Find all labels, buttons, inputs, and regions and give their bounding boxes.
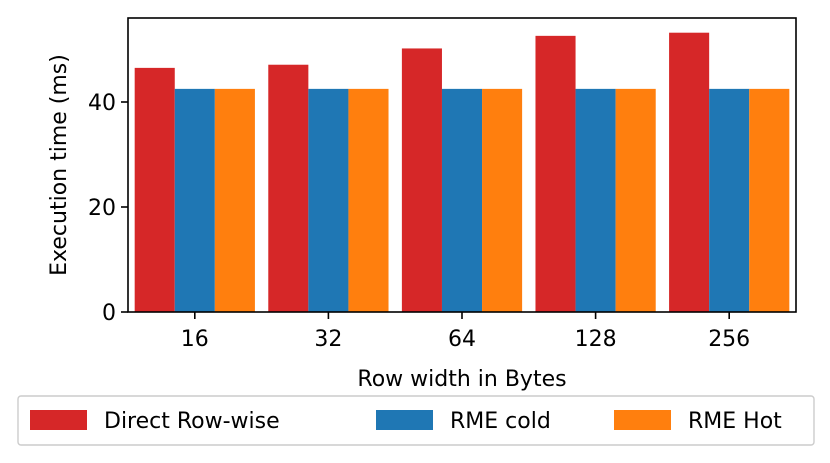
x-tick-label: 64	[448, 327, 476, 352]
bar-direct-row-wise-64	[401, 48, 442, 312]
bar-rme-cold-32	[308, 88, 349, 312]
y-tick-label: 0	[102, 301, 116, 326]
legend-swatch	[376, 410, 433, 430]
bar-direct-row-wise-16	[134, 67, 175, 312]
legend-label: RME cold	[450, 409, 551, 434]
bar-rme-cold-64	[441, 88, 483, 312]
bar-rme-hot-256	[749, 88, 790, 312]
bar-rme-cold-256	[709, 88, 750, 312]
bar-rme-hot-64	[482, 88, 523, 312]
bar-direct-row-wise-32	[268, 64, 309, 312]
bars-layer	[134, 32, 790, 312]
legend-swatch	[614, 410, 671, 430]
x-tick-label: 256	[708, 327, 750, 352]
bar-direct-row-wise-128	[535, 35, 576, 312]
legend-label: RME Hot	[688, 409, 782, 434]
legend: Direct Row-wise RME cold RME Hot	[17, 395, 815, 446]
bar-direct-row-wise-256	[669, 32, 710, 312]
x-axis-label: Row width in Bytes	[357, 367, 566, 392]
x-axis: 16 32 64 128 256	[181, 312, 750, 352]
x-tick-label: 128	[575, 327, 617, 352]
x-tick-label: 16	[181, 327, 209, 352]
y-tick-label: 20	[88, 196, 116, 221]
y-axis: 0 20 40	[88, 91, 128, 326]
legend-swatch	[30, 410, 87, 430]
legend-label: Direct Row-wise	[104, 409, 280, 434]
x-tick-label: 32	[314, 327, 342, 352]
bar-rme-hot-16	[214, 88, 255, 312]
bar-rme-cold-16	[174, 88, 215, 312]
y-axis-label: Execution time (ms)	[47, 54, 72, 276]
bar-rme-hot-32	[348, 88, 389, 312]
bar-rme-hot-128	[615, 88, 656, 312]
y-tick-label: 40	[88, 91, 116, 116]
bar-rme-cold-128	[575, 88, 616, 312]
